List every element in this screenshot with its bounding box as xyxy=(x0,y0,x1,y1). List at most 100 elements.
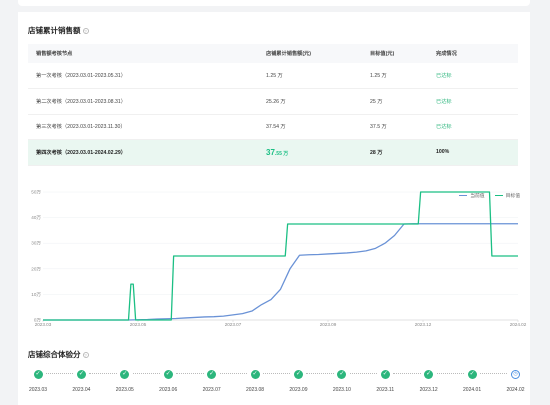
legend-current[interactable]: 当前值 xyxy=(459,192,485,199)
x-tick-label: 2023.09 xyxy=(320,322,337,327)
y-tick-label: 0万 xyxy=(34,318,42,324)
row-target: 25 万 xyxy=(370,98,383,105)
timeline-month-label: 2024.01 xyxy=(463,387,482,393)
table-header-row: 销售额考核节点 店铺累计销售额(元) 目标值(元) 完成情况 xyxy=(28,44,518,63)
table-row: 第三次考核（2023.03.01-2023.11.30） 37.54 万 37.… xyxy=(28,114,518,140)
timeline-connector xyxy=(89,373,117,375)
main-card: 店铺累计销售额 ? 销售额考核节点 店铺累计销售额(元) 目标值(元) 完成情况… xyxy=(18,12,530,405)
value-unit: .55 万 xyxy=(274,150,289,157)
timeline-month-label: 2023.08 xyxy=(245,387,265,393)
y-tick-label: 10万 xyxy=(31,292,41,298)
timeline-node[interactable]: ◷ 2024.02 xyxy=(496,370,536,393)
timeline-node[interactable]: ✓ 2023.11 xyxy=(365,370,405,393)
timeline-node[interactable]: ✓ 2023.08 xyxy=(235,370,275,393)
series-current-line xyxy=(43,223,518,321)
y-tick-label: 40万 xyxy=(31,215,41,221)
row-status: 已达标 xyxy=(436,124,452,131)
row-status: 100% xyxy=(436,149,450,156)
legend-current-swatch xyxy=(459,195,468,196)
table-row-current: 第四次考核（2023.03.01-2024.02.29） 37.55 万 28 … xyxy=(28,139,518,166)
row-period: 第二次考核（2023.03.01-2023.08.31） xyxy=(36,98,126,105)
row-value: 25.26 万 xyxy=(266,98,286,105)
timeline-node[interactable]: ✓ 2023.09 xyxy=(278,370,318,393)
legend-target[interactable]: 目标值 xyxy=(494,192,520,199)
check-icon: ✓ xyxy=(33,370,43,379)
timeline-connector xyxy=(46,373,74,375)
check-icon: ✓ xyxy=(250,370,260,379)
timeline-month-label: 2023.06 xyxy=(159,387,178,393)
x-tick-label: 2023.12 xyxy=(415,322,432,327)
table-row: 第一次考核（2023.03.01-2023.05.31） 1.25 万 1.25… xyxy=(28,63,518,89)
timeline-node[interactable]: ✓ 2023.04 xyxy=(61,370,101,393)
check-icon: ✓ xyxy=(163,370,173,379)
sales-section-title: 店铺累计销售额 ? xyxy=(28,25,89,36)
timeline-month-label: 2023.07 xyxy=(202,387,221,393)
header-period: 销售额考核节点 xyxy=(36,51,73,57)
timeline-connector xyxy=(480,373,508,375)
check-icon: ✓ xyxy=(120,370,130,379)
timeline-connector xyxy=(132,373,161,375)
check-icon: ✓ xyxy=(76,370,86,379)
top-card xyxy=(18,0,530,6)
timeline-node[interactable]: ✓ 2023.06 xyxy=(148,370,188,393)
y-tick-label: 20万 xyxy=(31,266,41,272)
header-target: 目标值(元) xyxy=(370,51,395,57)
check-icon: ✓ xyxy=(293,370,303,379)
timeline-month-label: 2023.10 xyxy=(332,387,351,393)
series-target-line xyxy=(43,191,518,321)
check-icon: ✓ xyxy=(467,370,477,379)
row-period: 第三次考核（2023.03.01-2023.11.30） xyxy=(36,124,126,131)
timeline-node[interactable]: ✓ 2023.03 xyxy=(18,370,58,393)
value-main: 37 xyxy=(266,147,275,157)
help-icon[interactable]: ? xyxy=(82,27,89,34)
score-section-title: 店铺综合体验分 ? xyxy=(28,349,89,360)
row-value: 37.54 万 xyxy=(266,124,286,131)
clock-icon: ◷ xyxy=(511,370,520,379)
check-icon: ✓ xyxy=(337,370,347,379)
score-timeline: ✓ 2023.03 ✓ 2023.04 ✓ 2023.05 ✓ 2023.06 ✓ 2023.07… xyxy=(28,370,528,405)
timeline-node[interactable]: ✓ 2023.10 xyxy=(322,370,362,393)
timeline-node[interactable]: ✓ 2023.07 xyxy=(192,370,232,393)
timeline-connector xyxy=(393,373,421,375)
x-tick-label: 2023.05 xyxy=(130,322,147,327)
timeline-month-label: 2023.12 xyxy=(419,387,438,393)
timeline-month-label: 2023.09 xyxy=(289,387,308,393)
sales-table: 销售额考核节点 店铺累计销售额(元) 目标值(元) 完成情况 第一次考核（202… xyxy=(28,44,518,166)
timeline-month-label: 2023.03 xyxy=(28,387,48,393)
timeline-node[interactable]: ✓ 2023.12 xyxy=(409,370,449,393)
table-row: 第二次考核（2023.03.01-2023.08.31） 25.26 万 25 … xyxy=(28,89,518,114)
row-value: 37.55 万 xyxy=(258,140,362,166)
timeline-connector xyxy=(176,373,204,375)
x-tick-label: 2023.03 xyxy=(35,322,52,327)
row-status: 已达标 xyxy=(436,73,452,79)
check-icon: ✓ xyxy=(380,370,390,379)
x-tick-label: 2024.02 xyxy=(510,322,527,327)
help-icon[interactable]: ? xyxy=(82,351,89,358)
x-tick-label: 2023.07 xyxy=(225,322,242,327)
score-title-text: 店铺综合体验分 xyxy=(28,350,81,359)
timeline-month-label: 2024.02 xyxy=(506,387,525,393)
row-status: 已达标 xyxy=(436,98,452,105)
timeline-connector xyxy=(263,373,291,375)
sales-line-chart: 0万 10万 20万 30万 40万 50万 2023.03 2023.05 2023.07 20… xyxy=(31,190,527,328)
timeline-month-label: 2023.11 xyxy=(376,387,395,393)
check-icon: ✓ xyxy=(207,370,217,379)
header-status: 完成情况 xyxy=(436,51,457,57)
timeline-connector xyxy=(349,373,378,375)
timeline-month-label: 2023.04 xyxy=(72,387,91,393)
legend-target-swatch xyxy=(494,195,503,196)
timeline-node[interactable]: ✓ 2023.05 xyxy=(105,370,145,393)
row-target: 37.5 万 xyxy=(370,124,387,131)
legend-current-label: 当前值 xyxy=(470,194,485,199)
timeline-node[interactable]: ✓ 2024.01 xyxy=(452,370,492,393)
row-target: 1.25 万 xyxy=(370,73,387,79)
timeline-connector xyxy=(306,373,334,375)
timeline-month-label: 2023.05 xyxy=(115,387,134,393)
timeline-connector xyxy=(219,373,248,375)
row-period: 第一次考核（2023.03.01-2023.05.31） xyxy=(36,73,126,79)
check-icon: ✓ xyxy=(424,370,434,379)
row-period: 第四次考核（2023.03.01-2024.02.29） xyxy=(36,149,126,156)
timeline-connector xyxy=(436,373,465,375)
chart-legend: 当前值 目标值 xyxy=(459,192,520,199)
header-value: 店铺累计销售额(元) xyxy=(266,51,311,57)
